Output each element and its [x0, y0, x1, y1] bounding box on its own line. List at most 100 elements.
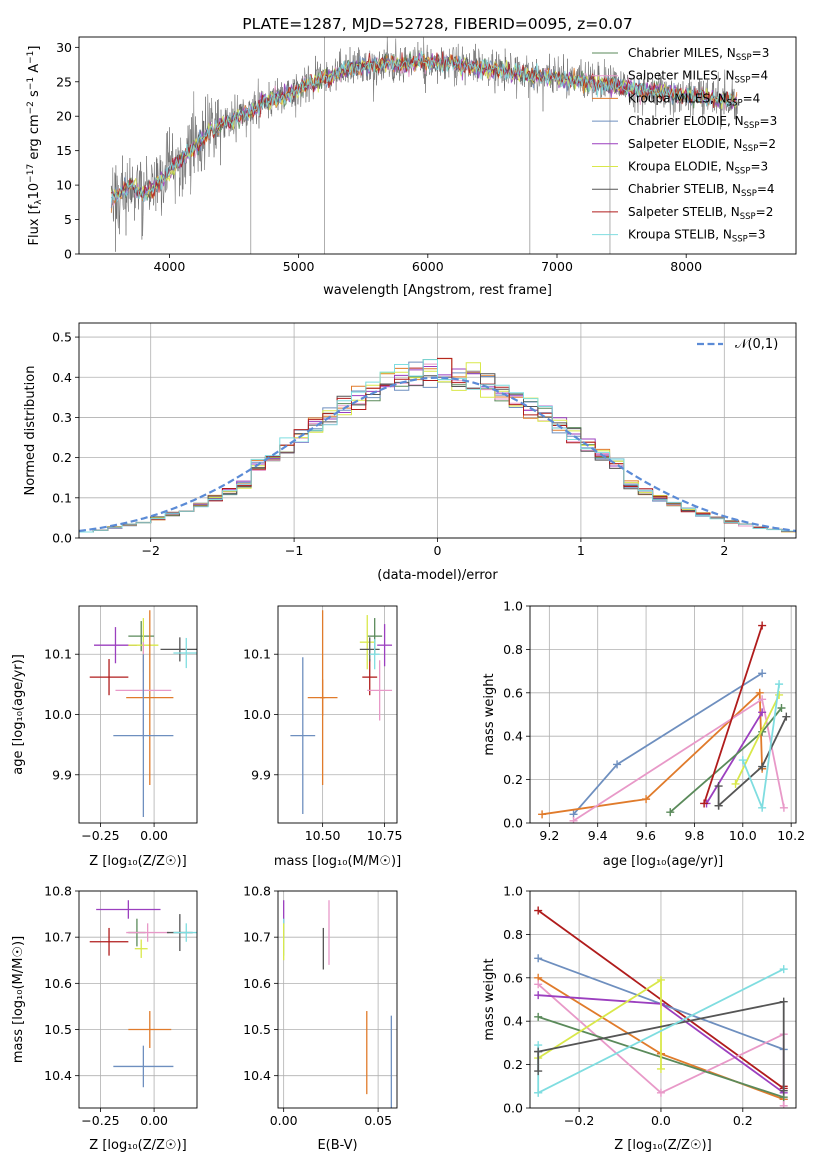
y-tick-label: 0.2	[52, 450, 72, 465]
y-tick-label: 0.6	[503, 970, 523, 985]
legend-label-sub: SSP	[727, 98, 743, 108]
series-marker	[758, 669, 767, 678]
x-axis-label: Z [log₁₀(Z/Z☉)]	[614, 1138, 711, 1153]
y-tick-label: 0.3	[52, 410, 72, 425]
x-tick-label: −0.25	[81, 1113, 119, 1128]
legend-entry: Salpeter STELIB, NSSP=2	[592, 205, 773, 222]
x-tick-label: −1	[285, 543, 303, 558]
legend-label-sub: SSP	[744, 121, 760, 131]
plot-area	[538, 621, 791, 823]
chart-weight_vs_age: 9.2 9.4 9.6 9.8 10.0 10.2 0.0 0.2 0.4 0.6 0.8 1.0 ag…	[482, 599, 805, 870]
y-tick-label: 10.4	[44, 1068, 72, 1083]
errorbar-point	[173, 923, 197, 942]
y-axis-label-part: λ	[34, 199, 44, 205]
legend-label: Salpeter ELODIE, NSSP=2	[628, 137, 776, 154]
x-tick-label: −0.25	[81, 828, 119, 843]
y-tick-label: 0.2	[503, 772, 523, 787]
x-tick-label: 4000	[154, 259, 186, 274]
x-axis-label: Z [log₁₀(Z/Z☉)]	[89, 854, 186, 869]
legend-label-sub: SSP	[735, 76, 751, 86]
x-tick-label: 9.2	[539, 828, 559, 843]
plot-area	[89, 610, 197, 817]
weight-series	[714, 782, 723, 810]
y-tick-label: 30	[56, 40, 72, 55]
y-axis-label-part: erg cm	[27, 114, 42, 163]
errorbar-point	[89, 659, 129, 696]
x-tick-label: 0.00	[140, 828, 168, 843]
series-marker	[666, 808, 675, 817]
errorbar-point	[320, 610, 326, 786]
legend-entry: Chabrier ELODIE, NSSP=3	[592, 114, 777, 131]
axes-frame	[78, 890, 198, 1109]
plot-area	[283, 900, 392, 1108]
legend-label: Kroupa ELODIE, NSSP=3	[628, 160, 768, 177]
plot-area	[110, 37, 738, 254]
y-tick-label: 10.0	[243, 707, 271, 722]
series-marker	[758, 695, 767, 704]
legend-label-pre: Salpeter MILES, N	[628, 69, 735, 83]
legend-label-sub: SSP	[741, 189, 757, 199]
chart-weight_vs_Z: −0.2 0.0 0.2 0.0 0.2 0.4 0.6 0.8 1.0 Z [log₁₀(Z/Z…	[482, 884, 797, 1153]
y-tick-label: 0	[64, 247, 72, 262]
errorbar-point	[290, 657, 316, 814]
legend-label-sub: SSP	[742, 144, 758, 154]
errorbar-point	[126, 923, 170, 942]
series-marker	[731, 779, 740, 788]
errorbar-point	[113, 1045, 174, 1088]
legend-label-post: =3	[748, 228, 766, 242]
y-tick-label: 0.0	[503, 816, 523, 831]
axes-frame	[529, 605, 797, 824]
y-tick-label: 10.1	[243, 647, 271, 662]
series-marker	[534, 1067, 543, 1076]
errorbar-point	[362, 659, 378, 696]
series-marker	[758, 708, 767, 717]
y-axis-label: Flux [fλ10−17 erg cm−2 s−1 A−1]	[26, 46, 44, 246]
weight-series	[731, 690, 784, 788]
legend-label-pre: Kroupa MILES, N	[628, 91, 727, 105]
legend-entry: Chabrier MILES, NSSP=3	[592, 46, 769, 63]
legend-label-sub: SSP	[732, 235, 748, 245]
y-tick-label: 1.0	[503, 884, 523, 899]
series-marker	[775, 690, 784, 699]
y-tick-label: 10.0	[44, 707, 72, 722]
series-line	[734, 694, 780, 785]
legend-label-sub: SSP	[735, 167, 751, 177]
y-tick-label: 20	[56, 109, 72, 124]
y-tick-label: 0.8	[503, 642, 523, 657]
series-marker	[656, 1064, 665, 1073]
series-line	[703, 625, 763, 804]
errorbar-point	[113, 654, 174, 817]
weight-series	[534, 1047, 543, 1076]
legend-label: 𝒩(0,1)	[735, 337, 778, 352]
y-axis-label-part: 10	[27, 183, 42, 200]
y-tick-label: 10.6	[44, 976, 72, 991]
y-tick-label: 10.7	[243, 930, 271, 945]
y-axis-label-part: −17	[26, 164, 36, 183]
y-tick-label: 9.9	[251, 767, 271, 782]
legend-label-post: =3	[760, 114, 778, 128]
y-tick-label: 10.8	[44, 884, 72, 899]
legend-label: Salpeter STELIB, NSSP=2	[628, 205, 773, 222]
series-marker	[779, 965, 788, 974]
y-tick-label: 0.4	[503, 729, 523, 744]
weight-series	[534, 997, 788, 1095]
x-tick-label: 0	[434, 543, 442, 558]
chart-mass_vs_ebv: 0.00 0.05 10.4 10.5 10.6 10.7 10.8 E(B-V)	[243, 884, 398, 1153]
legend-label: Chabrier ELODIE, NSSP=3	[628, 114, 777, 131]
legend-label-pre: Salpeter STELIB, N	[628, 205, 740, 219]
chart-age_vs_mass: 10.50 10.75 9.9 10.0 10.1 mass [log₁₀(M/M☉)]	[243, 605, 403, 869]
series-marker	[656, 1088, 665, 1097]
x-tick-label: 0.2	[733, 1113, 753, 1128]
series-line	[573, 697, 785, 822]
series-marker	[775, 680, 784, 689]
errorbar-point	[134, 939, 148, 958]
errorbar-point	[377, 624, 393, 667]
errorbar-point	[359, 637, 380, 662]
x-tick-label: 0.00	[140, 1113, 168, 1128]
legend-entry: Salpeter MILES, NSSP=4	[592, 69, 768, 86]
series-marker	[779, 1086, 788, 1095]
y-tick-label: 0.0	[52, 531, 72, 546]
normal-reference-curve	[79, 376, 796, 533]
x-tick-label: −0.2	[564, 1113, 594, 1128]
